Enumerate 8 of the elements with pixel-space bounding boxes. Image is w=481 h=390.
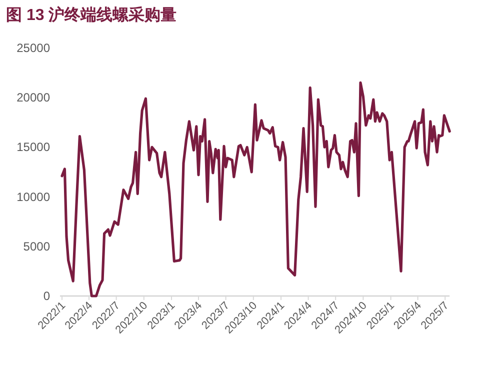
y-tick-label: 25000 bbox=[16, 41, 50, 55]
y-tick-label: 5000 bbox=[23, 239, 50, 254]
y-tick-label: 20000 bbox=[16, 90, 50, 105]
line-series bbox=[60, 81, 451, 298]
chart-title: 图 13 沪终端线螺采购量 bbox=[6, 5, 177, 24]
y-tick-label: 10000 bbox=[16, 190, 50, 204]
y-tick-label: 15000 bbox=[16, 140, 50, 154]
y-tick-label: 0 bbox=[43, 289, 50, 303]
